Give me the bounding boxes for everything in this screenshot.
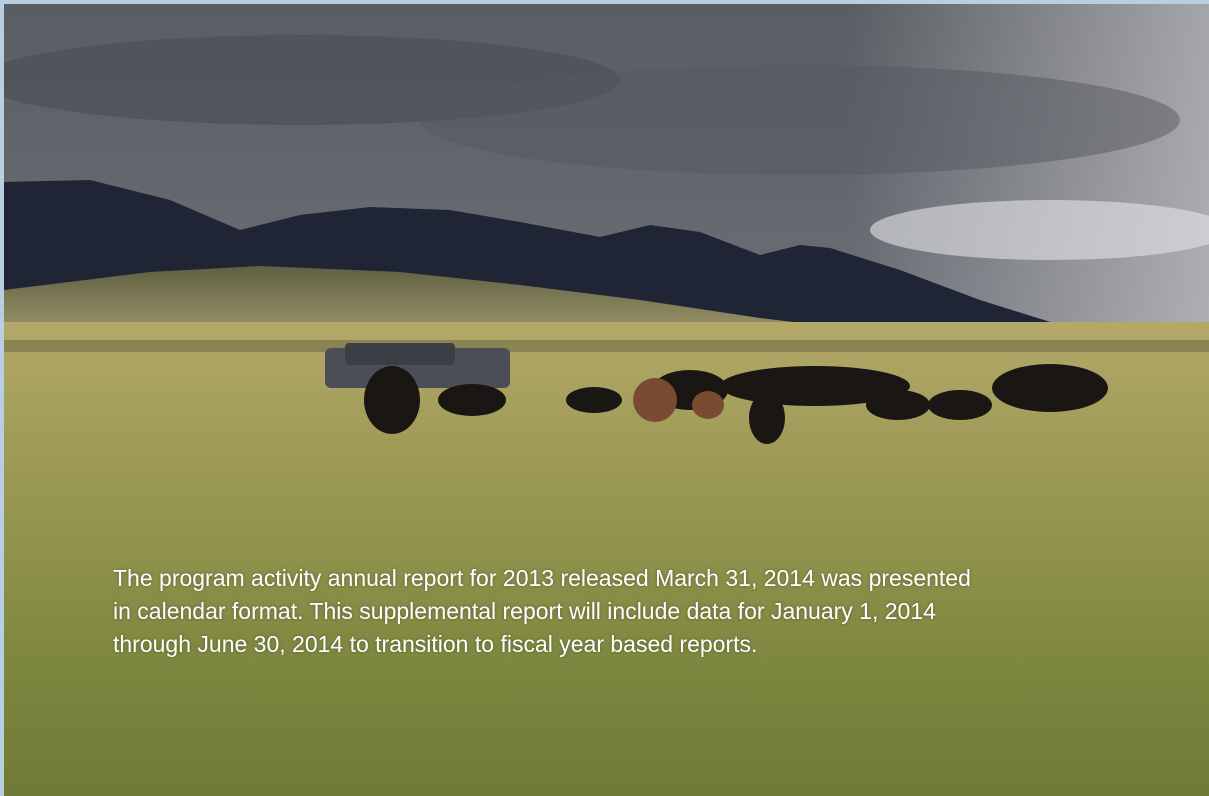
caption-line: The program activity annual report for 2… <box>113 562 1173 595</box>
caption-line: through June 30, 2014 to transition to f… <box>113 628 1173 661</box>
caption: The program activity annual report for 2… <box>113 562 1173 661</box>
page: The program activity annual report for 2… <box>0 0 1209 796</box>
background-photo <box>0 0 1209 796</box>
caption-line: in calendar format. This supplemental re… <box>113 595 1173 628</box>
